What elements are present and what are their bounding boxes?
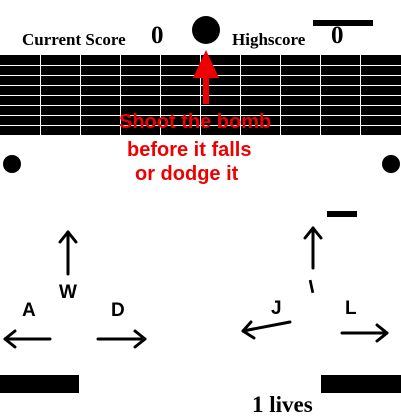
highscore-label: Highscore: [232, 30, 306, 49]
current-score-value: 0: [151, 22, 164, 49]
instruction-line-1: Shoot the bomb: [119, 111, 272, 133]
highscore-value: 0: [331, 22, 344, 49]
instruction-line-2: before it falls: [127, 139, 252, 161]
arrow-right-icon: [340, 323, 389, 343]
lives-counter: 1 lives: [252, 392, 313, 417]
key-d: D: [111, 300, 125, 321]
right-ball: [382, 155, 400, 173]
key-j: J: [271, 298, 282, 319]
key-a: A: [22, 300, 36, 321]
arrow-up-icon: [303, 226, 323, 270]
instruction-line-3: or dodge it: [135, 163, 239, 185]
key-l: L: [345, 298, 357, 319]
arrow-left-icon: [3, 329, 52, 349]
arrow-right-icon: [96, 329, 147, 349]
highscore-bar: [313, 20, 373, 26]
current-score-label: Current Score: [22, 30, 126, 49]
left-player-paddle: [0, 375, 79, 393]
arrow-up-icon: [58, 230, 78, 276]
falling-bar: [327, 211, 357, 217]
arrow-left-icon: [241, 320, 292, 340]
up-arrow-icon: [193, 50, 219, 104]
bomb-icon: [192, 16, 220, 44]
key-w: W: [59, 282, 77, 303]
left-controls-arrows: [3, 230, 147, 349]
left-ball: [3, 155, 21, 173]
right-controls-arrows: [241, 226, 389, 343]
right-player-paddle: [321, 375, 401, 393]
